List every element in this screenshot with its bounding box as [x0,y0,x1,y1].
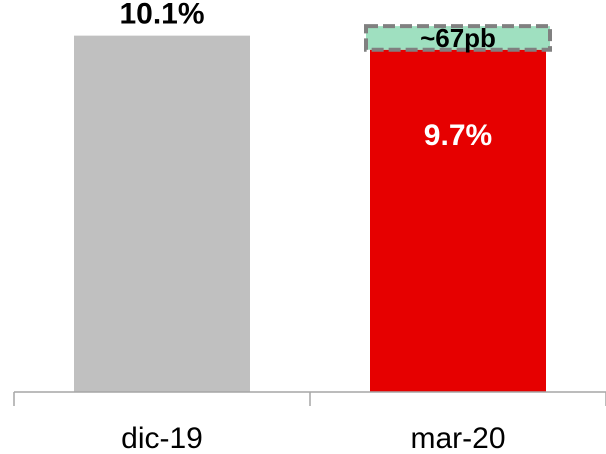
data-label-mar-20: 9.7% [424,119,492,152]
bar-dic-19 [74,35,250,392]
bar-mar-20 [370,49,546,392]
annotation-label: ~67pb [420,23,496,53]
data-label-dic-19: 10.1% [119,0,204,31]
category-label-dic-19: dic-19 [121,422,203,454]
bars-group [74,35,546,392]
x-axis [13,391,606,406]
annotation-box [364,24,552,52]
labels-group: 10.1% dic-19 9.7% mar-20 ~67pb [119,0,552,454]
category-label-mar-20: mar-20 [410,422,505,454]
